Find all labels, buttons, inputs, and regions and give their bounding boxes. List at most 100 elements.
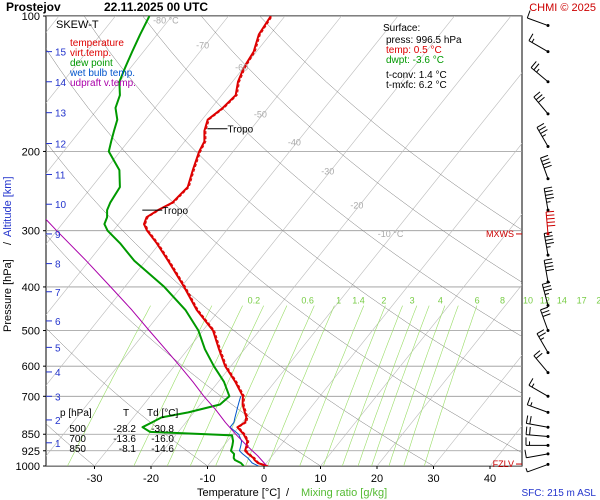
dry-adiabat [46,48,522,454]
mixing-ratio-label: 1 [336,296,341,306]
surface-tmxfc: t-mxfc: 6.2 °C [386,80,447,91]
altitude-tick-label: 10 [55,200,67,211]
wind-barb [540,306,551,333]
mixing-ratio-label: 3 [410,296,415,306]
table-cell: 500 [69,424,86,435]
level-table: p [hPa] T Td [°C] 500 -28.2 -30.8 700 -1… [60,408,178,455]
altitude-tick-label: 11 [55,170,66,181]
temperature-tick-label: -10 [200,473,216,485]
wind-barb [543,231,554,257]
annotation-layer: -10 °C -20 -30 -40 -50 -60 -70 -80 °C 0.2 0.6 1 1.4… [142,16,600,469]
isotherm-line [0,16,3,466]
altitude-tick-label: 4 [55,368,61,379]
dry-adiabat [46,234,321,466]
table-cell: -16.0 [151,434,174,445]
altitude-tick-label: 7 [55,288,61,299]
temperature-tick-label: 10 [314,473,326,485]
legend-title: SKEW-T [56,19,99,31]
mixing-ratio-label: 12 [540,296,550,306]
table-header-p: p [hPa] [60,408,92,419]
isotherm-line [46,16,399,457]
altitude-tick-label: 9 [55,230,61,241]
axes-layer: 1002003004005006007008509251000123456789… [16,11,497,485]
mixing-ratio-label: 8 [500,296,505,306]
series-udpraft-v-temp- [46,218,268,466]
datetime-title: 22.11.2025 00 UTC [104,0,208,14]
x-axis-title-mixing: Mixing ratio [g/kg] [301,487,387,499]
table-cell: 850 [69,444,86,455]
series-virt-temp [144,16,273,466]
tropopause-label: Tropo [162,206,188,217]
isotherm-label: -20 [350,201,363,211]
temperature-tick-label: -20 [143,473,159,485]
altitude-tick-label: 2 [55,416,61,427]
mixing-ratio-line [133,305,213,466]
surface-dwpt: dwpt: -3.6 °C [386,55,444,66]
pressure-tick-label: 925 [22,446,40,458]
legend: SKEW-T temperature virt.temp. dew point … [56,19,136,89]
credit-label: CHMI © 2025 [529,2,596,14]
surface-title: Surface: [383,23,420,34]
table-header-t: T [123,408,129,419]
level-marker-label: MXWS [486,229,514,239]
dry-adiabat [46,327,208,466]
mixing-ratio-line [388,305,446,466]
legend-item-updraft: udpraft v.temp. [70,78,136,89]
mixing-ratio-line [342,305,403,466]
mixing-ratio-label: 0.2 [248,296,261,306]
wind-barb [533,91,550,116]
x-axis-title: Temperature [°C] [197,487,280,499]
isotherm-label: -10 °C [378,229,404,239]
isotherm-label: -40 [288,138,301,148]
isotherm-line [46,16,286,316]
wind-barb [545,210,556,236]
legend-item-temperature: temperature [70,38,124,49]
mixing-ratio-label: 20 [596,296,600,306]
pressure-tick-label: 400 [22,282,40,294]
altitude-tick-label: 14 [55,78,67,89]
mixing-ratio-line [267,305,335,466]
pressure-tick-label: 300 [22,226,40,238]
y-axis-title: Pressure [hPa] [2,259,14,332]
isotherm-line [94,16,455,466]
dry-adiabat [142,16,522,337]
wind-barb [525,426,550,439]
wind-barb [528,378,550,398]
level-marker-label: FZLV [493,459,514,469]
surface-tconv: t-conv: 1.4 °C [386,70,447,81]
mixing-ratio-line [323,305,386,466]
dry-adiabat [46,423,95,466]
pressure-tick-label: 1000 [16,461,40,473]
mixing-ratio-line [166,305,243,466]
altitude-tick-label: 3 [55,392,61,403]
mixing-ratio-line [299,305,365,466]
pressure-tick-label: 850 [22,429,40,441]
pressure-tick-label: 600 [22,361,40,373]
mixing-ratio-label: 17 [577,296,587,306]
temperature-tick-label: 0 [261,473,267,485]
wind-barbs [524,10,556,473]
surface-info: Surface: press: 996.5 hPa temp: 0.5 °C d… [383,23,462,91]
isotherm-label: -30 [321,166,334,176]
altitude-tick-label: 5 [55,343,61,354]
table-header-td: Td [°C] [147,408,178,419]
y-axis-separator: / [2,241,14,245]
isotherm-line [46,16,342,386]
isotherm-line [207,72,522,466]
isotherm-label: -80 °C [153,16,179,26]
isotherm-line [547,16,600,466]
isotherm-line [263,143,522,466]
isotherm-label: -50 [254,109,267,119]
legend-item-wet-bulb: wet bulb temp. [69,68,135,79]
altitude-tick-label: 1 [55,439,61,450]
series-dew-point [103,16,245,466]
isotherm-label: -70 [196,40,209,50]
isotherm-line [320,213,522,466]
legend-item-dew-point: dew point [70,58,113,69]
pressure-tick-label: 200 [22,146,40,158]
isotherm-line [376,284,522,466]
legend-item-virt-temp: virt.temp. [70,48,111,59]
mixing-ratio-label: 6 [475,296,480,306]
wind-barb [528,33,550,54]
